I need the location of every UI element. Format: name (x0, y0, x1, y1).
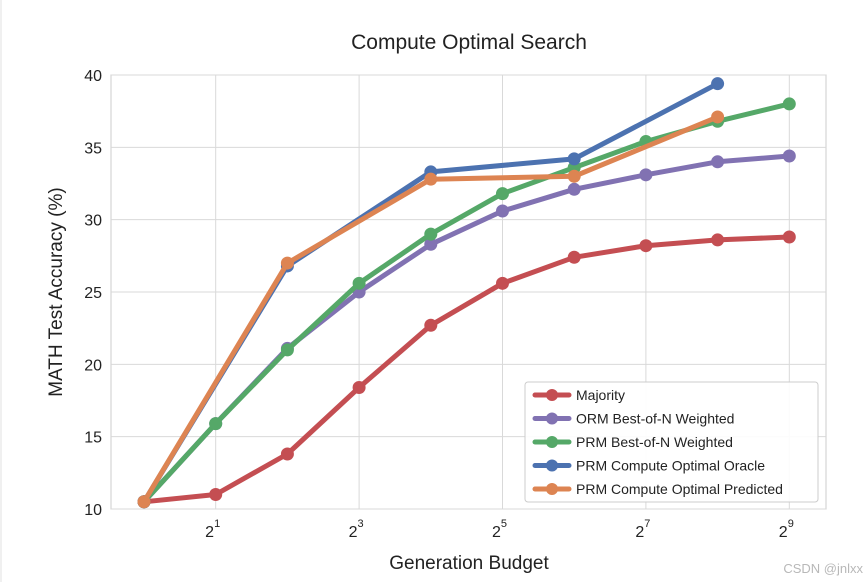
legend-marker (546, 389, 558, 401)
y-tick-label: 20 (84, 357, 102, 374)
data-point (711, 233, 725, 247)
y-tick-labels: 10 15 20 25 30 35 40 (84, 68, 102, 519)
y-tick-label: 40 (84, 68, 102, 85)
chart-title: Compute Optimal Search (351, 31, 587, 54)
watermark: CSDN @jnlxx (783, 561, 863, 576)
data-point (209, 417, 223, 431)
data-point (280, 447, 294, 461)
data-point (567, 169, 581, 183)
legend: Majority ORM Best-of-N Weighted PRM Best-o… (524, 381, 819, 503)
y-axis-label: MATH Test Accuracy (%) (46, 187, 67, 396)
x-tick-label: 27 (635, 518, 650, 541)
data-point (496, 204, 509, 218)
legend-marker (546, 483, 558, 495)
data-point (711, 155, 725, 169)
data-point (782, 149, 796, 163)
data-point (352, 380, 366, 394)
legend-marker (546, 459, 558, 472)
x-tick-label: 29 (779, 518, 794, 541)
data-point (280, 343, 294, 357)
x-tick-label: 21 (205, 518, 220, 541)
y-tick-label: 15 (84, 430, 102, 447)
data-point (711, 77, 725, 91)
data-point (496, 276, 509, 290)
left-border (0, 0, 2, 582)
data-point (280, 256, 294, 270)
data-point (639, 239, 653, 253)
legend-label: Majority (576, 387, 625, 403)
data-point (567, 182, 581, 196)
data-point (567, 152, 581, 166)
legend-label: PRM Best-of-N Weighted (576, 434, 733, 450)
data-point (137, 495, 151, 509)
data-point (567, 250, 581, 264)
data-point (782, 97, 796, 111)
y-tick-label: 30 (84, 213, 102, 230)
data-point (496, 187, 509, 201)
data-point (782, 230, 796, 244)
data-point (209, 488, 223, 502)
y-tick-label: 10 (84, 502, 102, 519)
data-point (424, 227, 438, 241)
x-tick-label: 23 (349, 518, 364, 541)
data-point (424, 237, 438, 251)
y-tick-label: 35 (84, 140, 102, 157)
x-axis-label: Generation Budget (389, 553, 549, 574)
data-point (639, 168, 653, 182)
x-tick-labels: 21 23 25 27 29 (205, 518, 794, 541)
data-point (352, 276, 366, 290)
data-point (424, 172, 438, 186)
series-line (141, 234, 792, 505)
legend-marker (546, 412, 558, 425)
data-point (424, 318, 438, 332)
data-point (711, 110, 725, 124)
legend-box (524, 381, 819, 503)
legend-label: ORM Best-of-N Weighted (576, 411, 734, 427)
series-group (137, 77, 796, 509)
legend-label: PRM Compute Optimal Oracle (576, 458, 765, 474)
legend-label: PRM Compute Optimal Predicted (576, 481, 783, 497)
y-tick-label: 25 (84, 285, 102, 302)
x-tick-label: 25 (492, 518, 507, 541)
legend-marker (546, 436, 558, 448)
